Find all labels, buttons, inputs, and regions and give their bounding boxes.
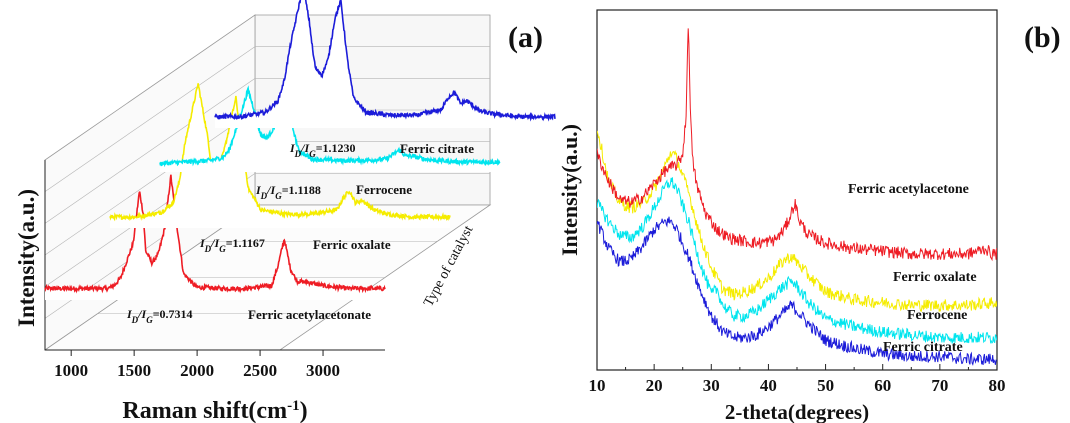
x-tick-label: 50 <box>817 376 834 395</box>
series-label: Ferrocene <box>356 182 412 197</box>
panel-label-a: (a) <box>508 21 543 54</box>
x-tick-label: 2000 <box>180 361 214 380</box>
xrd-traces <box>597 28 997 366</box>
xrd-panel: Ferric acetylacetone Ferric oxalate Ferroc… <box>557 9 1061 423</box>
series-labels: Ferric acetylacetonate Ferric oxalate Ferr… <box>248 141 474 322</box>
trace-ferric-citrate <box>214 0 556 122</box>
x-tick-label: 2500 <box>243 361 277 380</box>
x-tick-label: 30 <box>703 376 720 395</box>
x-tick-label: 60 <box>874 376 891 395</box>
x-tick-label: 1000 <box>54 361 88 380</box>
x-tick-label: 3000 <box>306 361 340 380</box>
xrd-series-labels: Ferric acetylacetone Ferric oxalate Ferroc… <box>848 182 977 355</box>
trace-ferrocene <box>159 85 501 168</box>
x-tick-label: 80 <box>989 376 1006 395</box>
raman-3d-panel: ID/IG=0.7314 ID/IG=1.1167 ID/IG=1.1188 ID/I… <box>14 0 556 423</box>
ylabel-a: Intensity(a.u.) <box>14 189 39 327</box>
xlabel-a: Raman shift(cm-1) <box>122 398 307 423</box>
xlabel-b: 2-theta(degrees) <box>725 400 869 423</box>
trace-fill <box>215 0 555 128</box>
ratio-labels: ID/IG=0.7314 ID/IG=1.1167 ID/IG=1.1188 ID/I… <box>126 141 356 325</box>
trace-fill <box>45 174 385 300</box>
ratio-label: ID/IG=1.1230 <box>289 141 356 159</box>
xrd-series-label: Ferrocene <box>907 308 967 323</box>
ratio-label: ID/IG=0.7314 <box>126 307 193 325</box>
xrd-series-label: Ferric oxalate <box>893 270 977 285</box>
xrd-series-label: Ferric acetylacetone <box>848 182 969 197</box>
x-tick-label: 10 <box>589 376 606 395</box>
xrd-trace-ferrocene <box>597 177 997 345</box>
panel-label-b: (b) <box>1024 21 1061 54</box>
trace-ferric-acetylacetonate <box>44 174 386 294</box>
x-tick-label: 1500 <box>117 361 151 380</box>
trace-fill <box>160 88 500 172</box>
series-label: Ferric citrate <box>400 141 474 156</box>
series-label: Ferric oxalate <box>313 237 391 252</box>
xrd-trace-ferric-acetylacetone <box>597 28 997 262</box>
x-tick-label: 70 <box>931 376 948 395</box>
x-tick-label: 20 <box>646 376 663 395</box>
x-tick-label: 40 <box>760 376 777 395</box>
trace-ferric-oxalate <box>109 83 451 222</box>
raman-traces <box>44 0 556 300</box>
xrd-trace-ferric-citrate <box>597 216 997 366</box>
trace-fill <box>110 83 450 228</box>
grid-line <box>44 109 256 256</box>
ratio-label: ID/IG=1.1188 <box>255 183 321 201</box>
xrd-series-label: Ferric citrate <box>883 340 963 355</box>
x-ticks-a: 1000 1500 2000 2500 3000 <box>45 349 385 380</box>
ylabel-b: Intensity(a.u.) <box>557 124 582 256</box>
grid-line <box>44 78 256 224</box>
x-ticks-b: 10 20 30 40 50 60 70 80 <box>589 364 1006 395</box>
series-label: Ferric acetylacetonate <box>248 307 371 322</box>
grid-line <box>44 46 256 192</box>
ratio-label: ID/IG=1.1167 <box>199 236 265 254</box>
